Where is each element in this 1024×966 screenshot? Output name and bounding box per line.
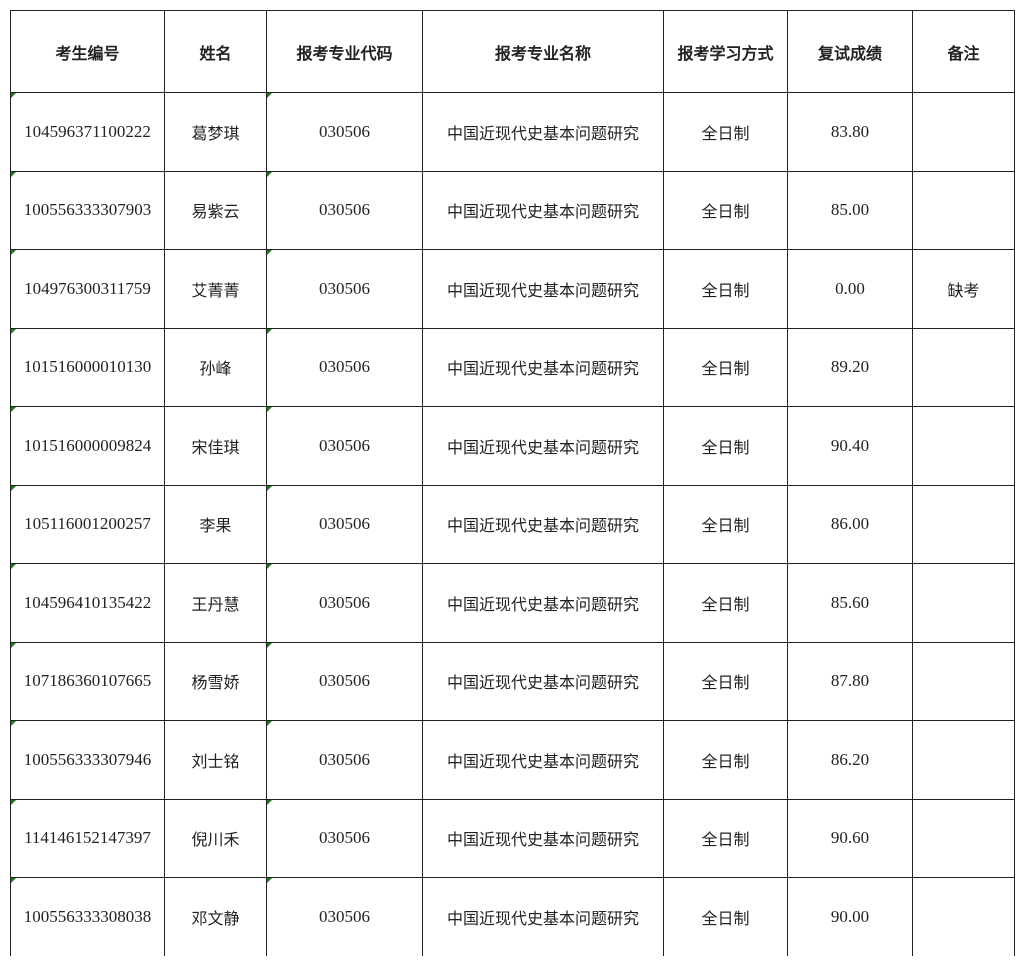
- cell-name: 杨雪娇: [164, 641, 267, 721]
- cell-major-name: 中国近现代史基本问题研究: [422, 327, 664, 407]
- cell-major-name: 中国近现代史基本问题研究: [422, 484, 664, 564]
- cell-study-mode: 全日制: [663, 563, 788, 643]
- cell-major-name: 中国近现代史基本问题研究: [422, 563, 664, 643]
- cell-candidate-id: 107186360107665: [10, 641, 165, 721]
- cell-major-name: 中国近现代史基本问题研究: [422, 249, 664, 329]
- cell-retest-score: 90.60: [787, 798, 913, 878]
- cell-candidate-id: 101516000009824: [10, 406, 165, 486]
- cell-retest-score: 87.80: [787, 641, 913, 721]
- table-row: 101516000009824 宋佳琪 030506 中国近现代史基本问题研究 全日制 9…: [10, 406, 1015, 486]
- cell-name: 王丹慧: [164, 563, 267, 643]
- table-row: 104596371100222 葛梦琪 030506 中国近现代史基本问题研究 全日制 8…: [10, 92, 1015, 172]
- header-major-name: 报考专业名称: [422, 10, 664, 93]
- table-row: 104596410135422 王丹慧 030506 中国近现代史基本问题研究 全日制 8…: [10, 563, 1015, 643]
- cell-remark: [912, 170, 1015, 250]
- cell-retest-score: 83.80: [787, 92, 913, 172]
- cell-major-name: 中国近现代史基本问题研究: [422, 92, 664, 172]
- cell-major-code: 030506: [266, 798, 423, 878]
- cell-candidate-id: 100556333308038: [10, 877, 165, 956]
- table-row: 105116001200257 李果 030506 中国近现代史基本问题研究 全日制 86…: [10, 484, 1015, 564]
- cell-study-mode: 全日制: [663, 641, 788, 721]
- cell-major-code: 030506: [266, 720, 423, 800]
- cell-major-name: 中国近现代史基本问题研究: [422, 877, 664, 956]
- cell-major-name: 中国近现代史基本问题研究: [422, 406, 664, 486]
- cell-major-code: 030506: [266, 877, 423, 956]
- cell-name: 倪川禾: [164, 798, 267, 878]
- cell-remark: [912, 877, 1015, 956]
- cell-remark: [912, 641, 1015, 721]
- cell-major-code: 030506: [266, 327, 423, 407]
- header-major-code: 报考专业代码: [266, 10, 423, 93]
- header-retest-score: 复试成绩: [787, 10, 913, 93]
- table-row: 101516000010130 孙峰 030506 中国近现代史基本问题研究 全日制 89…: [10, 327, 1015, 407]
- cell-retest-score: 86.00: [787, 484, 913, 564]
- header-name: 姓名: [164, 10, 267, 93]
- header-candidate-id: 考生编号: [10, 10, 165, 93]
- cell-retest-score: 90.00: [787, 877, 913, 956]
- cell-study-mode: 全日制: [663, 92, 788, 172]
- cell-major-name: 中国近现代史基本问题研究: [422, 641, 664, 721]
- cell-remark: [912, 406, 1015, 486]
- table-row: 104976300311759 艾菁菁 030506 中国近现代史基本问题研究 全日制 0…: [10, 249, 1015, 329]
- cell-retest-score: 89.20: [787, 327, 913, 407]
- cell-remark: [912, 563, 1015, 643]
- cell-remark: 缺考: [912, 249, 1015, 329]
- cell-remark: [912, 720, 1015, 800]
- cell-major-code: 030506: [266, 563, 423, 643]
- cell-candidate-id: 100556333307946: [10, 720, 165, 800]
- table-row: 100556333307903 易紫云 030506 中国近现代史基本问题研究 全日制 8…: [10, 170, 1015, 250]
- cell-remark: [912, 798, 1015, 878]
- cell-study-mode: 全日制: [663, 327, 788, 407]
- cell-major-code: 030506: [266, 484, 423, 564]
- cell-major-code: 030506: [266, 406, 423, 486]
- header-row: 考生编号 姓名 报考专业代码 报考专业名称 报考学习方式 复试成绩 备注: [10, 10, 1015, 93]
- cell-study-mode: 全日制: [663, 877, 788, 956]
- cell-retest-score: 90.40: [787, 406, 913, 486]
- cell-candidate-id: 104976300311759: [10, 249, 165, 329]
- cell-candidate-id: 100556333307903: [10, 170, 165, 250]
- cell-major-code: 030506: [266, 641, 423, 721]
- cell-study-mode: 全日制: [663, 798, 788, 878]
- cell-retest-score: 85.60: [787, 563, 913, 643]
- table-row: 100556333307946 刘士铭 030506 中国近现代史基本问题研究 全日制 8…: [10, 720, 1015, 800]
- cell-study-mode: 全日制: [663, 720, 788, 800]
- cell-major-name: 中国近现代史基本问题研究: [422, 720, 664, 800]
- cell-major-name: 中国近现代史基本问题研究: [422, 170, 664, 250]
- cell-name: 孙峰: [164, 327, 267, 407]
- cell-remark: [912, 92, 1015, 172]
- cell-remark: [912, 327, 1015, 407]
- cell-name: 刘士铭: [164, 720, 267, 800]
- cell-name: 李果: [164, 484, 267, 564]
- cell-study-mode: 全日制: [663, 406, 788, 486]
- table-row: 100556333308038 邓文静 030506 中国近现代史基本问题研究 全日制 9…: [10, 877, 1015, 956]
- cell-candidate-id: 105116001200257: [10, 484, 165, 564]
- cell-candidate-id: 104596410135422: [10, 563, 165, 643]
- cell-major-code: 030506: [266, 170, 423, 250]
- cell-candidate-id: 114146152147397: [10, 798, 165, 878]
- cell-name: 宋佳琪: [164, 406, 267, 486]
- cell-candidate-id: 101516000010130: [10, 327, 165, 407]
- cell-candidate-id: 104596371100222: [10, 92, 165, 172]
- cell-name: 艾菁菁: [164, 249, 267, 329]
- cell-remark: [912, 484, 1015, 564]
- cell-major-code: 030506: [266, 92, 423, 172]
- cell-name: 邓文静: [164, 877, 267, 956]
- table-row: 107186360107665 杨雪娇 030506 中国近现代史基本问题研究 全日制 8…: [10, 641, 1015, 721]
- cell-major-name: 中国近现代史基本问题研究: [422, 798, 664, 878]
- cell-study-mode: 全日制: [663, 170, 788, 250]
- cell-retest-score: 85.00: [787, 170, 913, 250]
- cell-retest-score: 0.00: [787, 249, 913, 329]
- cell-name: 易紫云: [164, 170, 267, 250]
- cell-study-mode: 全日制: [663, 249, 788, 329]
- score-table: 考生编号 姓名 报考专业代码 报考专业名称 报考学习方式 复试成绩 备注 104596371…: [10, 10, 1015, 956]
- header-study-mode: 报考学习方式: [663, 10, 788, 93]
- cell-major-code: 030506: [266, 249, 423, 329]
- cell-retest-score: 86.20: [787, 720, 913, 800]
- header-remark: 备注: [912, 10, 1015, 93]
- cell-name: 葛梦琪: [164, 92, 267, 172]
- cell-study-mode: 全日制: [663, 484, 788, 564]
- table-row: 114146152147397 倪川禾 030506 中国近现代史基本问题研究 全日制 9…: [10, 798, 1015, 878]
